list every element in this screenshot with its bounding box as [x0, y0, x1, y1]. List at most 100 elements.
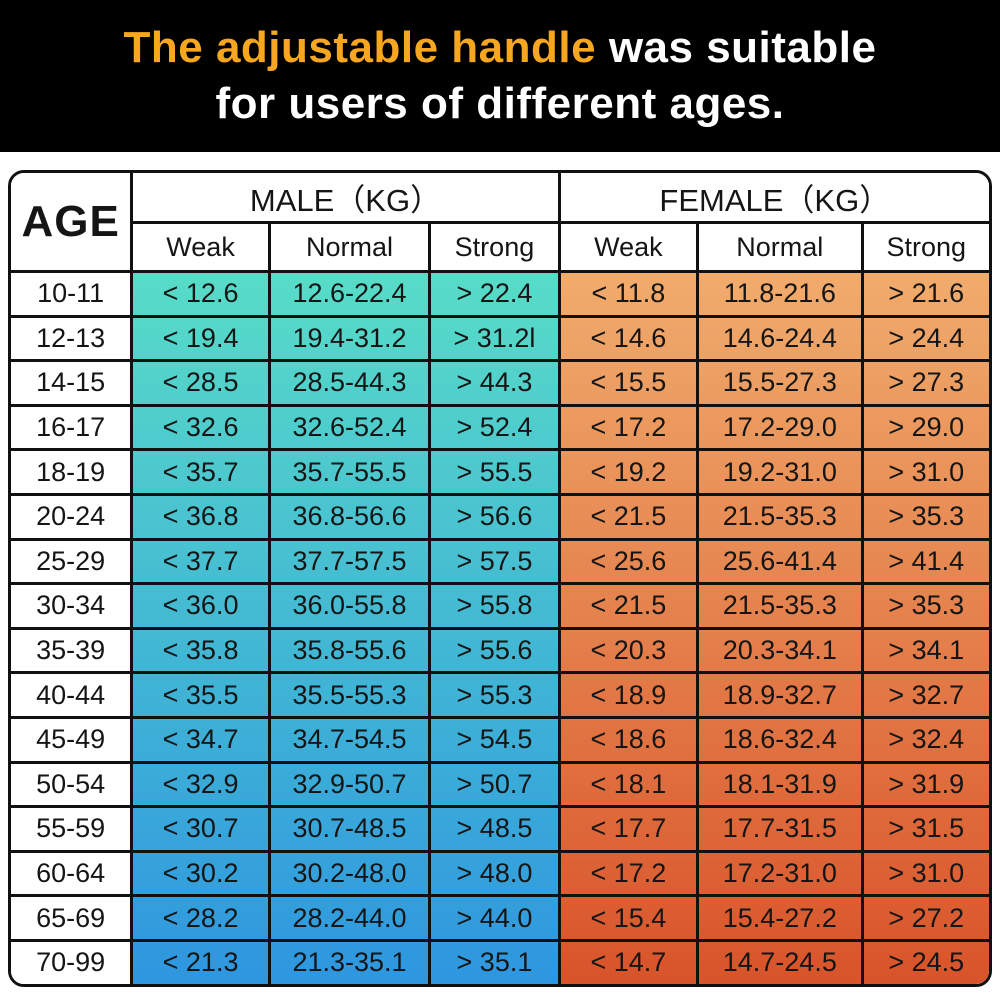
table-group-header-row: AGE MALE（KG） FEMALE（KG） [11, 172, 989, 273]
male-normal-cell: 35.5-55.3 [267, 671, 432, 719]
female-strong-cell: > 24.5 [860, 938, 989, 984]
female-normal-header: Normal [696, 221, 864, 273]
male-strong-cell: > 54.5 [428, 715, 561, 764]
age-cell: 35-39 [11, 626, 134, 675]
age-cell: 30-34 [11, 582, 134, 630]
table-row: 30-34 < 36.0 36.0-55.8 > 55.8 < 21.5 21.5-35.… [11, 582, 989, 630]
age-cell: 14-15 [11, 359, 134, 407]
female-normal-cell: 14.6-24.4 [696, 314, 864, 363]
female-weak-cell: < 17.2 [557, 403, 700, 452]
male-strong-cell: > 57.5 [428, 537, 561, 586]
table-row: 16-17 < 32.6 32.6-52.4 > 52.4 < 17.2 17.2-29.… [11, 403, 989, 452]
table-row: 18-19 < 35.7 35.7-55.5 > 55.5 < 19.2 19.2-31.… [11, 448, 989, 496]
table-row: 35-39 < 35.8 35.8-55.6 > 55.6 < 20.3 20.3-34.… [11, 626, 989, 675]
female-normal-cell: 19.2-31.0 [696, 448, 864, 496]
female-weak-cell: < 18.6 [557, 715, 700, 764]
male-normal-cell: 34.7-54.5 [267, 715, 432, 764]
female-weak-cell: < 18.1 [557, 760, 700, 809]
female-strong-cell: > 21.6 [860, 270, 989, 318]
male-strong-cell: > 44.3 [428, 359, 561, 407]
male-strong-cell: > 55.8 [428, 582, 561, 630]
female-strong-cell: > 35.3 [860, 582, 989, 630]
female-weak-cell: < 15.5 [557, 359, 700, 407]
female-strong-cell: > 32.7 [860, 671, 989, 719]
female-normal-cell: 17.7-31.5 [696, 805, 864, 853]
male-normal-header: Normal [267, 221, 432, 273]
age-cell: 20-24 [11, 492, 134, 541]
banner-title-line1: The adjustable handle was suitable [124, 22, 877, 74]
male-strong-cell: > 55.6 [428, 626, 561, 675]
female-weak-cell: < 18.9 [557, 671, 700, 719]
female-normal-cell: 17.2-31.0 [696, 849, 864, 898]
table-subheader-row: Weak Normal Strong Weak Normal Strong [11, 221, 989, 273]
male-strong-cell: > 55.3 [428, 671, 561, 719]
table-row: 60-64 < 30.2 30.2-48.0 > 48.0 < 17.2 17.2-31.… [11, 849, 989, 898]
male-normal-cell: 36.0-55.8 [267, 582, 432, 630]
male-weak-cell: < 28.2 [130, 894, 271, 942]
male-strong-cell: > 48.0 [428, 849, 561, 898]
male-normal-cell: 21.3-35.1 [267, 938, 432, 984]
male-normal-cell: 30.7-48.5 [267, 805, 432, 853]
table-row: 25-29 < 37.7 37.7-57.5 > 57.5 < 25.6 25.6-41.… [11, 537, 989, 586]
female-weak-cell: < 15.4 [557, 894, 700, 942]
age-cell: 45-49 [11, 715, 134, 764]
female-group-header: FEMALE（KG） [557, 172, 989, 224]
male-group-header: MALE（KG） [130, 172, 561, 224]
male-strong-cell: > 31.2l [428, 314, 561, 363]
female-normal-cell: 11.8-21.6 [696, 270, 864, 318]
male-normal-cell: 36.8-56.6 [267, 492, 432, 541]
male-weak-header: Weak [130, 221, 271, 273]
male-normal-cell: 37.7-57.5 [267, 537, 432, 586]
male-weak-cell: < 36.8 [130, 492, 271, 541]
male-weak-cell: < 37.7 [130, 537, 271, 586]
strength-table: AGE MALE（KG） FEMALE（KG） Weak Normal Stro… [11, 172, 989, 984]
male-weak-cell: < 35.7 [130, 448, 271, 496]
female-weak-cell: < 17.2 [557, 849, 700, 898]
male-weak-cell: < 35.8 [130, 626, 271, 675]
female-strong-cell: > 41.4 [860, 537, 989, 586]
male-strong-cell: > 55.5 [428, 448, 561, 496]
male-weak-cell: < 30.2 [130, 849, 271, 898]
female-strong-cell: > 35.3 [860, 492, 989, 541]
female-weak-cell: < 21.5 [557, 492, 700, 541]
female-strong-cell: > 31.5 [860, 805, 989, 853]
male-normal-cell: 30.2-48.0 [267, 849, 432, 898]
male-weak-cell: < 12.6 [130, 270, 271, 318]
female-strong-cell: > 27.2 [860, 894, 989, 942]
male-normal-cell: 28.5-44.3 [267, 359, 432, 407]
table-row: 40-44 < 35.5 35.5-55.3 > 55.3 < 18.9 18.9-32.… [11, 671, 989, 719]
male-strong-cell: > 48.5 [428, 805, 561, 853]
female-normal-cell: 18.9-32.7 [696, 671, 864, 719]
female-weak-cell: < 14.7 [557, 938, 700, 984]
female-weak-cell: < 17.7 [557, 805, 700, 853]
female-weak-cell: < 20.3 [557, 626, 700, 675]
female-weak-cell: < 11.8 [557, 270, 700, 318]
banner: The adjustable handle was suitable for u… [0, 0, 1000, 152]
table-row: 50-54 < 32.9 32.9-50.7 > 50.7 < 18.1 18.1-31.… [11, 760, 989, 809]
female-strong-cell: > 27.3 [860, 359, 989, 407]
male-normal-cell: 32.6-52.4 [267, 403, 432, 452]
female-normal-cell: 25.6-41.4 [696, 537, 864, 586]
female-normal-cell: 18.6-32.4 [696, 715, 864, 764]
female-normal-cell: 17.2-29.0 [696, 403, 864, 452]
age-cell: 70-99 [11, 938, 134, 984]
female-weak-cell: < 14.6 [557, 314, 700, 363]
male-normal-cell: 28.2-44.0 [267, 894, 432, 942]
female-strong-cell: > 31.0 [860, 849, 989, 898]
age-cell: 10-11 [11, 270, 134, 318]
male-strong-header: Strong [428, 221, 561, 273]
table-row: 55-59 < 30.7 30.7-48.5 > 48.5 < 17.7 17.7-31.… [11, 805, 989, 853]
female-strong-cell: > 24.4 [860, 314, 989, 363]
male-weak-cell: < 34.7 [130, 715, 271, 764]
male-strong-cell: > 44.0 [428, 894, 561, 942]
female-normal-cell: 21.5-35.3 [696, 582, 864, 630]
female-weak-cell: < 21.5 [557, 582, 700, 630]
table-body: 10-11 < 12.6 12.6-22.4 > 22.4 < 11.8 11.8-21.… [11, 270, 989, 984]
table-row: 65-69 < 28.2 28.2-44.0 > 44.0 < 15.4 15.4-27.… [11, 894, 989, 942]
male-strong-cell: > 22.4 [428, 270, 561, 318]
banner-title-line2: for users of different ages. [215, 79, 785, 128]
female-normal-cell: 14.7-24.5 [696, 938, 864, 984]
age-cell: 25-29 [11, 537, 134, 586]
table-row: 45-49 < 34.7 34.7-54.5 > 54.5 < 18.6 18.6-32.… [11, 715, 989, 764]
male-strong-cell: > 35.1 [428, 938, 561, 984]
